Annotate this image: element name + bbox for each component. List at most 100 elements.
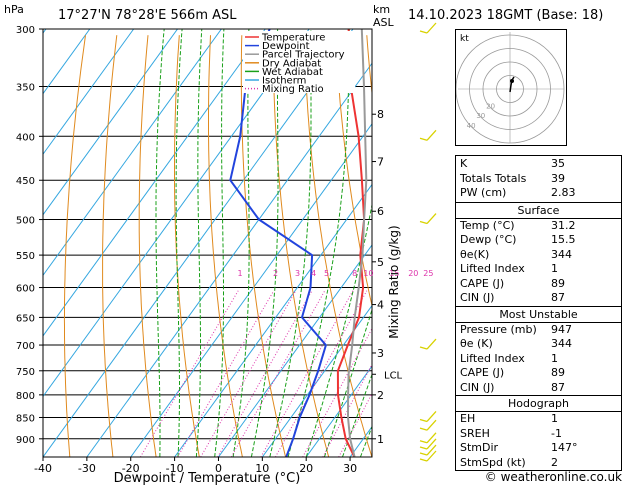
isotherm-line xyxy=(43,29,354,457)
pressure-tick-label: 650 xyxy=(16,313,35,324)
dry-adiabat-line xyxy=(174,35,200,457)
surface-rows: Temp (°C) 31.2 Dewp (°C) 15.5 θe(K) 344 Lifted… xyxy=(456,219,621,306)
dry-adiabat-line xyxy=(138,35,157,457)
table-row: Temp (°C) 31.2 xyxy=(456,219,621,234)
dry-adiabat-line xyxy=(102,35,118,457)
row-value: 87 xyxy=(551,291,565,304)
table-row: θe(K) 344 xyxy=(456,248,621,263)
isotherm-line xyxy=(43,29,91,95)
row-value: 31.2 xyxy=(551,218,576,232)
series-dewpoint xyxy=(229,29,328,457)
wind-barb-flag xyxy=(419,137,428,141)
legend-entry: Wet Adiabat xyxy=(262,67,323,78)
pressure-tick-label: 450 xyxy=(16,176,35,187)
mixing-ratio-label: 1 xyxy=(238,269,243,278)
wind-barb-flag xyxy=(419,418,428,423)
datetime-label: 14.10.2023 18GMT (Base: 18) xyxy=(408,8,603,23)
row-label: EH xyxy=(460,412,476,425)
mixing-ratio-line xyxy=(200,290,297,457)
legend-entry: Mixing Ratio xyxy=(262,84,324,95)
row-value: 1 xyxy=(551,412,558,425)
row-value: 1 xyxy=(551,262,558,275)
wet-adiabat-line xyxy=(232,29,250,457)
hodograph-stats-section: Hodograph EH 1 SREH -1 StmDir 147° StmSpd (kt)… xyxy=(456,395,621,470)
pressure-tick-label: 300 xyxy=(16,25,35,36)
km-tick-label: 4 xyxy=(377,299,384,312)
wet-adiabat-line xyxy=(269,29,312,457)
hodograph-ring-label: 30 xyxy=(476,112,485,120)
hodograph-box: 20 30 40 kt xyxy=(455,29,567,146)
table-row: Totals Totals 39 xyxy=(456,172,621,187)
legend-entry: Dewpoint xyxy=(262,41,310,52)
wet-adiabat-line xyxy=(155,29,165,457)
wind-barb-flag xyxy=(419,452,428,456)
dry-adiabat-line xyxy=(240,35,287,457)
mixing-ratio-label: 2 xyxy=(273,269,278,278)
row-value: 2 xyxy=(551,455,558,469)
wind-barb-flag xyxy=(419,427,428,431)
table-row: CIN (J) 87 xyxy=(456,291,621,306)
row-value: 344 xyxy=(551,337,572,350)
pressure-tick-label: 800 xyxy=(16,391,35,402)
mixing-ratio-line xyxy=(260,290,354,457)
km-tick-label: 8 xyxy=(377,108,384,121)
row-label: PW (cm) xyxy=(460,186,507,199)
hpa-label: hPa xyxy=(4,3,24,16)
temperature-tick-label: 30 xyxy=(343,462,357,475)
isotherm-line xyxy=(0,29,2,457)
row-label: StmDir xyxy=(460,441,499,454)
mixing-ratio-label: 15 xyxy=(389,269,399,278)
temperature-tick-label: -10 xyxy=(166,462,184,475)
wind-barb xyxy=(426,338,437,350)
row-value: 947 xyxy=(551,322,572,336)
row-value: 89 xyxy=(551,366,565,379)
series-parcel-trajectory xyxy=(346,29,368,457)
legend-entry: Isotherm xyxy=(262,76,306,87)
row-label: Temp (°C) xyxy=(460,218,515,232)
axes: 1 2 3 4 5 8 10 15 20 2530035040045050055060065070… xyxy=(16,25,434,475)
pressure-tick-label: 850 xyxy=(16,414,35,425)
km-tick-label: 3 xyxy=(377,347,384,360)
row-value: 87 xyxy=(551,380,565,394)
table-row: EH 1 xyxy=(456,412,621,427)
temperature-tick-label: -30 xyxy=(78,462,96,475)
mixing-ratio-label: 4 xyxy=(311,269,316,278)
surface-title: Surface xyxy=(456,203,621,219)
most-unstable-section: Most Unstable Pressure (mb) 947 θe (K) 344 L… xyxy=(456,305,621,396)
row-label: K xyxy=(460,157,468,170)
wind-barb xyxy=(426,22,437,34)
row-label: CAPE (J) xyxy=(460,366,505,379)
row-value: 35 xyxy=(551,157,565,170)
temperature-tick-label: 20 xyxy=(299,462,313,475)
pressure-tick-label: 400 xyxy=(16,132,35,143)
row-value: 2.83 xyxy=(551,186,576,199)
mixing-ratio-label: 3 xyxy=(295,269,300,278)
legend-background xyxy=(243,31,355,93)
temperature-tick-label: -40 xyxy=(34,462,52,475)
pressure-tick-label: 700 xyxy=(16,341,35,352)
table-row: CAPE (J) 89 xyxy=(456,366,621,381)
wind-barb xyxy=(426,411,437,422)
mixing-ratio-label: 8 xyxy=(352,269,357,278)
mixing-ratio-label: 10 xyxy=(363,269,373,278)
row-label: CIN (J) xyxy=(460,380,495,394)
mixing-ratio-label: 25 xyxy=(423,269,433,278)
temperature-tick-label: 0 xyxy=(215,462,222,475)
mixing-ratio-line xyxy=(177,290,275,457)
dry-adiabat-line xyxy=(63,35,86,457)
km-tick-label: 1 xyxy=(377,433,384,446)
indices-panel: K 35 Totals Totals 39 PW (cm) 2.83 Surface Te… xyxy=(455,155,622,471)
row-label: CIN (J) xyxy=(460,291,495,304)
km-tick-label: 5 xyxy=(377,256,384,269)
row-value: 147° xyxy=(551,441,578,454)
wind-barb-flag xyxy=(419,346,428,350)
index-rows: K 35 Totals Totals 39 PW (cm) 2.83 xyxy=(456,156,621,202)
wind-barb xyxy=(426,213,437,224)
row-value: 15.5 xyxy=(551,233,576,246)
pressure-tick-label: 500 xyxy=(16,216,35,227)
legend-entry: Temperature xyxy=(261,33,325,44)
storm-motion-marker xyxy=(510,79,514,83)
hodograph-kt-label: kt xyxy=(460,34,469,44)
